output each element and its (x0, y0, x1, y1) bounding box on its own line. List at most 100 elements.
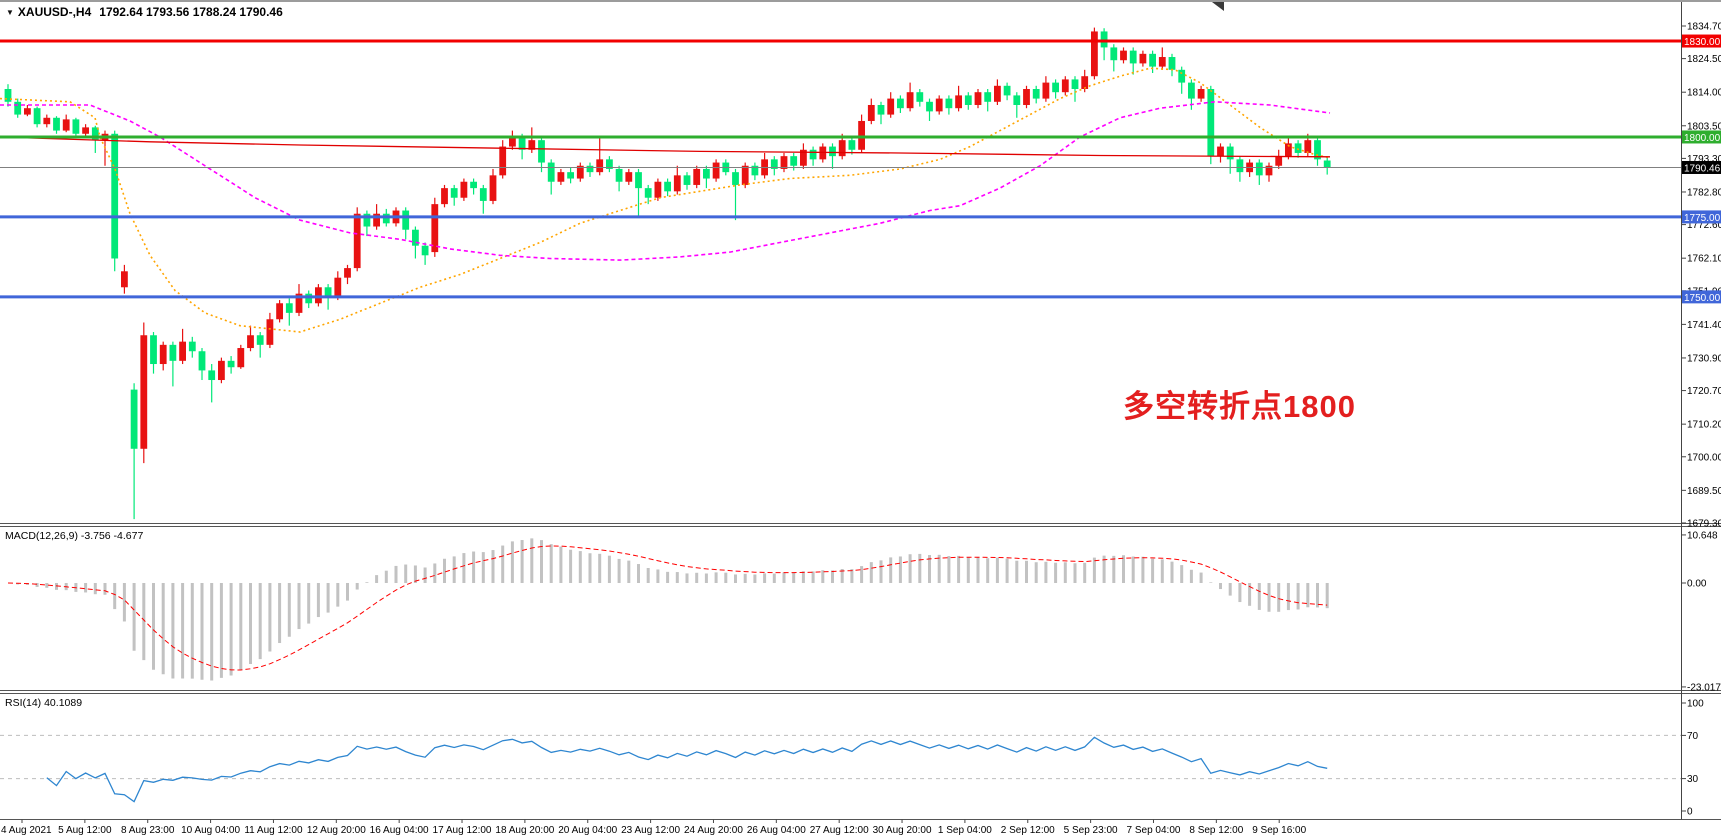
chart-text-annotation[interactable]: 多空转折点1800 (1123, 389, 1356, 424)
candle-body (1100, 31, 1108, 48)
candle-body (179, 341, 186, 361)
ohlc-values-label: 1792.64 1793.56 1788.24 1790.46 (99, 5, 283, 19)
candle-body (91, 127, 99, 141)
candle-body (1149, 53, 1156, 67)
candle-body (479, 188, 487, 201)
price-axis-label: 1741.40 (1687, 320, 1721, 331)
macd-panel[interactable]: 10.648 0.00 -23.017 (7, 530, 1721, 693)
candle-body (567, 172, 574, 179)
time-axis-label: 4 Aug 2021 (1, 825, 52, 836)
rsi-indicator-header: RSI(14) 40.1089 (5, 697, 83, 709)
candle-body (24, 108, 31, 115)
time-axis-label: 24 Aug 20:00 (684, 825, 743, 836)
time-axis-label: 20 Aug 04:00 (558, 825, 617, 836)
candle-body (974, 92, 982, 105)
time-axis-label: 16 Aug 04:00 (370, 825, 429, 836)
candle-body (1003, 85, 1011, 96)
macd-axis-label: 0.00 (1687, 579, 1707, 590)
time-axis-label: 1 Sep 04:00 (938, 825, 992, 836)
candle-body (159, 344, 167, 365)
time-axis[interactable]: 4 Aug 2021 5 Aug 12:00 8 Aug 23:00 10 Aug 0… (1, 819, 1307, 837)
candle-body (644, 188, 652, 198)
time-axis-label: 5 Sep 23:00 (1064, 825, 1118, 836)
price-axis-label: 1803.50 (1687, 121, 1721, 132)
candle-body (460, 181, 468, 198)
candle-body (741, 165, 749, 185)
candle-body (538, 140, 545, 163)
candle-body (1304, 140, 1312, 153)
chart-shift-icon[interactable] (1212, 2, 1224, 11)
price-badge (1682, 130, 1721, 144)
candle-body (1226, 146, 1234, 160)
candle-body (935, 98, 943, 112)
candle-body (1071, 79, 1079, 90)
candle-body (712, 162, 720, 179)
candle-body (295, 293, 303, 313)
rsi-axis-label: 70 (1687, 731, 1699, 742)
time-axis-label: 27 Aug 12:00 (810, 825, 869, 836)
candle-body (1168, 57, 1176, 70)
candle-body (926, 101, 933, 112)
candle-body (441, 188, 448, 205)
time-axis-label: 7 Sep 04:00 (1127, 825, 1181, 836)
macd-indicator-header: MACD(12,26,9) -3.756 -4.677 (5, 530, 144, 542)
candle-body (955, 95, 962, 109)
candle-body (576, 165, 584, 179)
candle-body (130, 389, 138, 449)
candle-body (62, 119, 70, 131)
candle-body (1294, 143, 1302, 153)
candle-body (285, 303, 293, 313)
candle-body (421, 245, 429, 256)
candle-body (1236, 159, 1244, 173)
candle-body (489, 175, 497, 201)
rsi-axis-label: 30 (1687, 774, 1699, 785)
time-axis-label: 18 Aug 20:00 (495, 825, 554, 836)
price-axis-label: 1824.50 (1687, 54, 1721, 65)
price-axis-label: 1772.60 (1687, 220, 1721, 231)
candle-body (528, 140, 536, 150)
candle-body (867, 104, 875, 121)
rsi-panel[interactable]: 100 70 30 0 (0, 699, 1704, 818)
candle-body (1188, 82, 1195, 99)
candle-body (790, 156, 798, 166)
chevron-down-icon[interactable]: ▼ (6, 8, 14, 17)
candle-body (673, 175, 681, 192)
price-badge-label: 1800.00 (1684, 133, 1721, 144)
time-axis-label: 26 Aug 04:00 (747, 825, 806, 836)
price-axis[interactable]: 1834.70 1824.50 1814.00 1803.50 1793.30 1782.… (1681, 22, 1721, 530)
macd-axis-label: -23.017 (1687, 682, 1721, 693)
candle-body (266, 319, 274, 345)
candle-body (780, 156, 788, 169)
candle-body (450, 188, 458, 198)
price-axis-label: 1689.50 (1687, 486, 1721, 497)
candle-body (984, 92, 992, 102)
candle-body (1129, 50, 1137, 64)
candle-body (499, 146, 507, 176)
candle-body (121, 271, 128, 288)
candle-body (1197, 89, 1205, 99)
candle-body (906, 92, 914, 109)
candle-body (43, 117, 51, 125)
ma-red-line (0, 136, 1331, 158)
candle-body (344, 268, 351, 278)
price-badge (1682, 290, 1721, 304)
price-badge-label: 1790.46 (1684, 163, 1721, 174)
candle-body (1052, 82, 1059, 93)
candle-body (800, 149, 807, 166)
candles-group[interactable] (4, 27, 1331, 520)
candle-body (208, 370, 216, 381)
time-axis-label: 17 Aug 12:00 (433, 825, 492, 836)
candle-body (635, 172, 642, 189)
time-axis-label: 10 Aug 04:00 (181, 825, 240, 836)
candle-body (945, 98, 953, 109)
candle-body (1091, 31, 1098, 77)
price-axis-label: 1762.10 (1687, 254, 1721, 265)
time-axis-label: 12 Aug 20:00 (307, 825, 366, 836)
symbol-period-label: XAUUSD-,H4 (17, 5, 92, 19)
candle-body (848, 140, 856, 150)
price-badge (1682, 210, 1721, 224)
candle-body (770, 159, 778, 169)
candle-body (373, 213, 380, 227)
